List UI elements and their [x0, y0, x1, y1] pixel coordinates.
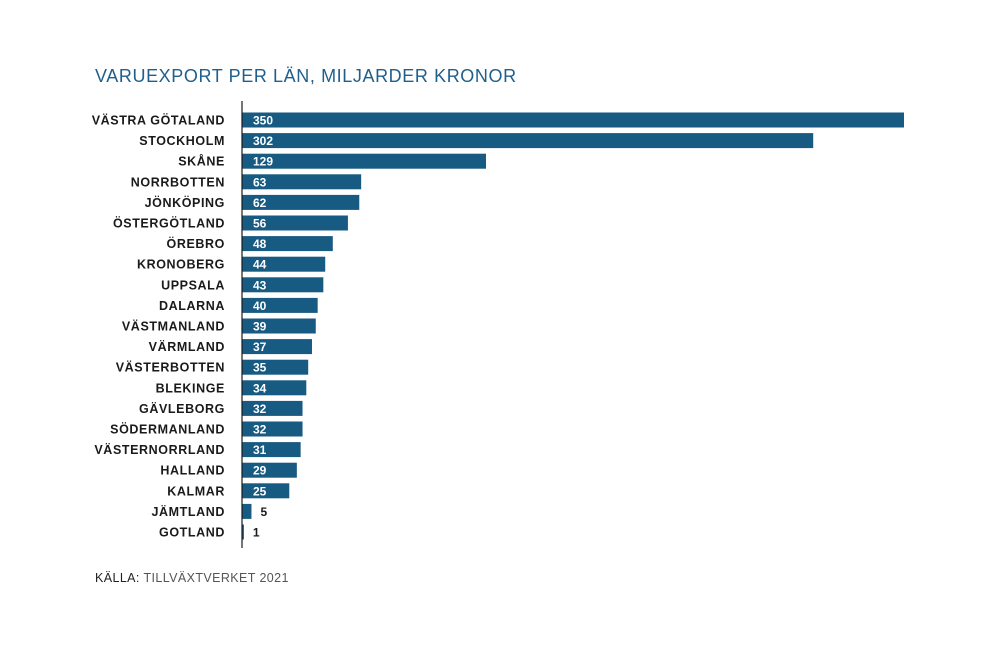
value-label: 62 — [253, 196, 267, 210]
category-label: VÄSTMANLAND — [122, 319, 225, 334]
category-label: VÄSTERBOTTEN — [116, 360, 225, 375]
bar — [242, 153, 486, 169]
category-label: JÖNKÖPING — [145, 195, 225, 210]
value-label: 34 — [253, 381, 267, 395]
category-label: GÄVLEBORG — [139, 401, 225, 416]
bar — [242, 524, 244, 540]
value-label: 40 — [253, 299, 267, 313]
bar — [242, 359, 309, 375]
value-label: 1 — [253, 526, 260, 540]
bar — [242, 503, 252, 519]
category-label: GOTLAND — [159, 526, 225, 540]
bar — [242, 236, 333, 252]
category-label: KALMAR — [167, 484, 225, 498]
category-label: NORRBOTTEN — [131, 175, 225, 189]
category-label: SKÅNE — [178, 154, 225, 169]
source-prefix: KÄLLA: — [95, 571, 140, 585]
value-label: 31 — [253, 443, 267, 457]
source-line: KÄLLA: TILLVÄXTVERKET 2021 — [95, 571, 289, 585]
category-label: BLEKINGE — [156, 381, 225, 395]
bar — [242, 339, 312, 355]
bar — [242, 421, 303, 437]
value-label: 5 — [260, 505, 267, 519]
bar — [242, 318, 316, 334]
category-label: VÄSTRA GÖTALAND — [92, 113, 225, 128]
bar — [242, 297, 318, 313]
category-label: KRONOBERG — [137, 258, 225, 272]
bar — [242, 442, 301, 458]
category-label: UPPSALA — [161, 278, 225, 292]
category-labels-group: VÄSTRA GÖTALAND STOCKHOLM SKÅNE NORRBOTTEN J… — [92, 113, 225, 540]
value-label: 37 — [253, 340, 267, 354]
value-label: 43 — [253, 278, 267, 292]
value-label: 350 — [253, 114, 273, 128]
value-label: 32 — [253, 402, 267, 416]
bar — [242, 215, 348, 231]
bar — [242, 133, 814, 149]
bars-group — [242, 112, 904, 540]
source-text: TILLVÄXTVERKET 2021 — [143, 571, 289, 585]
value-label: 32 — [253, 423, 267, 437]
bar — [242, 400, 303, 416]
category-label: VÄRMLAND — [149, 339, 225, 354]
value-labels-group: 350 302 129 63 62 56 48 44 43 40 39 37 35 34 32 32 31 29 2… — [253, 114, 273, 540]
category-label: DALARNA — [159, 299, 225, 313]
bar — [242, 277, 324, 293]
bar — [242, 112, 904, 128]
category-label: JÄMTLAND — [151, 504, 225, 519]
value-label: 25 — [253, 484, 267, 498]
value-label: 302 — [253, 134, 273, 148]
value-label: 129 — [253, 155, 273, 169]
value-label: 39 — [253, 320, 267, 334]
value-label: 35 — [253, 361, 267, 375]
value-label: 63 — [253, 175, 267, 189]
bar — [242, 256, 326, 272]
bar — [242, 174, 362, 190]
bar — [242, 194, 360, 210]
bar — [242, 483, 290, 499]
value-label: 48 — [253, 237, 267, 251]
category-label: VÄSTERNORRLAND — [94, 442, 225, 457]
value-label: 29 — [253, 464, 267, 478]
category-label: SÖDERMANLAND — [110, 422, 225, 437]
value-label: 56 — [253, 217, 267, 231]
chart-title: VARUEXPORT PER LÄN, MILJARDER KRONOR — [95, 66, 517, 86]
category-label: ÖSTERGÖTLAND — [113, 216, 225, 231]
bar — [242, 462, 297, 478]
category-label: STOCKHOLM — [139, 134, 225, 148]
value-label: 44 — [253, 258, 267, 272]
bar — [242, 380, 307, 396]
category-label: HALLAND — [160, 464, 225, 478]
category-label: ÖREBRO — [167, 236, 225, 251]
